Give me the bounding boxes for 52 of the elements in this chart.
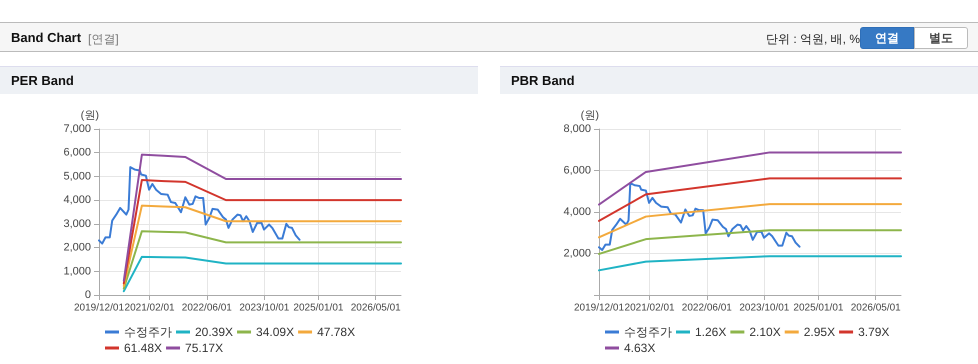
- y-tick-label: 6,000: [63, 146, 91, 159]
- line-series: [598, 182, 801, 251]
- y-tick-label: 1,000: [63, 265, 91, 278]
- y-tick-label: 5,000: [63, 170, 91, 182]
- y-tick-label: 2,000: [563, 248, 591, 260]
- x-tick-label: 2019/12/01: [574, 302, 624, 314]
- y-tick-label: 6,000: [563, 164, 591, 176]
- y-tick-label: 7,000: [63, 123, 91, 135]
- legend-label: 34.09X: [256, 325, 294, 339]
- y-tick-label: 4,000: [63, 194, 91, 206]
- x-tick-label: 2023/10/01: [739, 302, 790, 314]
- x-tick-label: 2025/01/01: [793, 302, 844, 314]
- legend-label: 3.79X: [858, 325, 890, 339]
- x-tick-label: 2026/05/01: [350, 302, 402, 314]
- legend-label: 61.48X: [124, 341, 162, 355]
- y-tick-label: 4,000: [563, 206, 591, 218]
- y-axis-title: (원): [80, 110, 99, 122]
- y-tick-label: 8,000: [563, 123, 591, 135]
- text: 연결: [860, 27, 914, 49]
- x-tick-label: 2019/12/01: [74, 302, 124, 314]
- x-tick-label: 2021/02/01: [624, 302, 676, 314]
- x-tick-label: 2025/01/01: [293, 302, 344, 314]
- line-series: [122, 178, 402, 284]
- x-tick-label: 2026/05/01: [850, 302, 902, 314]
- x-tick-label: 2023/10/01: [239, 302, 290, 314]
- legend-label: 1.26X: [695, 325, 726, 339]
- line-series: [122, 230, 402, 290]
- text: 별도: [914, 27, 968, 49]
- line-series: [122, 256, 402, 292]
- y-tick-label: 2,000: [63, 242, 91, 254]
- text: Band Chart: [11, 30, 82, 45]
- line-series: [122, 204, 402, 287]
- text: [연결]: [88, 31, 119, 48]
- y-tick-label: 0: [84, 289, 91, 301]
- text: 단위 : 억원, 배, %: [766, 31, 860, 48]
- y-axis-title: (원): [580, 110, 599, 122]
- chart-title: PER Band: [0, 66, 478, 94]
- legend-label: 수정주가: [124, 325, 172, 339]
- legend-label: 4.63X: [624, 341, 656, 355]
- line-series: [98, 166, 301, 245]
- legend-label: 47.78X: [317, 325, 356, 339]
- x-tick-label: 2022/06/01: [682, 302, 732, 314]
- line-series: [122, 154, 402, 282]
- legend-label: 2.10X: [749, 325, 781, 339]
- legend-label: 20.39X: [195, 325, 234, 339]
- x-tick-label: 2021/02/01: [124, 302, 176, 314]
- legend-label: 수정주가: [624, 325, 672, 339]
- y-tick-label: 3,000: [63, 218, 91, 230]
- legend-label: 2.95X: [804, 325, 836, 339]
- legend-label: 75.17X: [185, 341, 224, 355]
- x-tick-label: 2022/06/01: [182, 302, 232, 314]
- chart-title: PBR Band: [500, 66, 978, 94]
